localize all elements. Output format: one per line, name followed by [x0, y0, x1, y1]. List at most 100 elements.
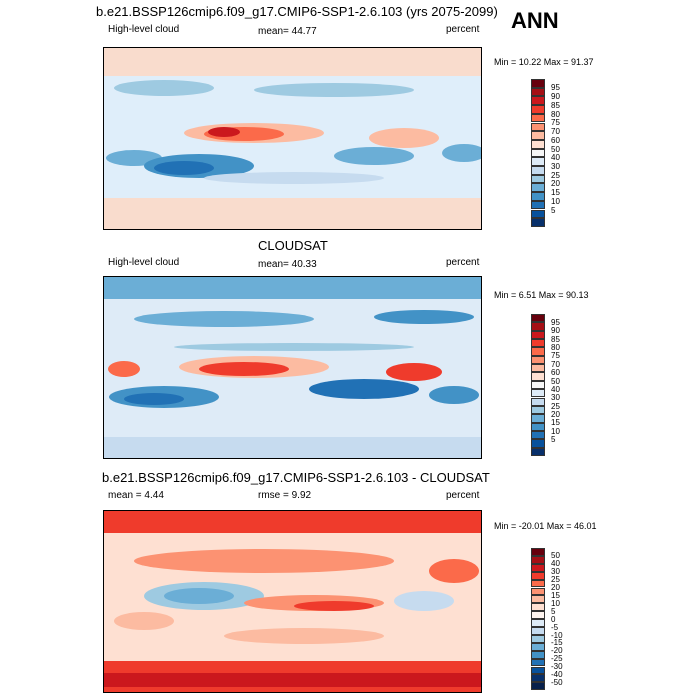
panel2-colorbar-cell: [531, 314, 545, 323]
panel2-colorbar-tick: 20: [551, 410, 560, 419]
panel3-colorbar-cell: [531, 571, 545, 580]
panel1-map-field: [104, 48, 481, 229]
panel1-colorbar-cell: [531, 200, 545, 210]
panel1-colorbar-cell: [531, 113, 545, 123]
panel1-colorbar-cell: [531, 148, 545, 158]
panel1-colorbar-tick: 25: [551, 171, 560, 180]
panel3-mean-label: mean = 4.44: [108, 490, 164, 501]
panel2-colorbar-tick: 30: [551, 393, 560, 402]
panel1-colorbar-cell: [531, 96, 545, 106]
panel1-colorbar-cell: [531, 209, 545, 219]
panel3-colorbar-tick: -50: [551, 678, 563, 687]
panel2-colorbar-cell: [531, 447, 545, 456]
panel3-colorbar-cell: [531, 627, 545, 635]
panel3-colorbar-cell: [531, 555, 545, 564]
panel3-colorbar-tick: -20: [551, 646, 563, 655]
panel3-colorbar-tick: 40: [551, 559, 560, 568]
panel2-colorbar-cell: [531, 405, 545, 415]
panel3-colorbar-cell: [531, 587, 545, 596]
panel3-colorbar-tick: -25: [551, 654, 563, 663]
panel3-colorbar-cell: [531, 634, 545, 643]
panel3-colorbar-cell: [531, 603, 545, 612]
panel2-colorbar-cell: [531, 389, 545, 398]
panel1-colorbar-cell: [531, 131, 545, 140]
panel3-colorbar-cell: [531, 682, 545, 690]
panel1-units-label: percent: [446, 24, 480, 35]
panel3-map: [103, 510, 482, 693]
panel3-colorbar-tick: 25: [551, 575, 560, 584]
panel3-colorbar-tick: -5: [551, 623, 559, 632]
panel3-colorbar-tick: 50: [551, 551, 560, 560]
season-label: ANN: [511, 8, 559, 33]
panel2-colorbar-tick: 50: [551, 377, 560, 386]
panel1-colorbar: 95 90 85 80 75 70 60 50 40 30 25 20 15 1…: [531, 79, 571, 227]
panel3-map-field: [104, 511, 481, 692]
panel3-units-label: percent: [446, 490, 480, 501]
panel3-colorbar-cell: [531, 611, 545, 620]
panel2-map: [103, 276, 482, 459]
panel2-colorbar-tick: 95: [551, 318, 560, 327]
panel2-left-label: High-level cloud: [108, 257, 180, 268]
panel1-colorbar-cell: [531, 157, 545, 166]
panel2-title: CLOUDSAT: [258, 238, 328, 253]
panel2-colorbar-cell: [531, 347, 545, 356]
panel3-colorbar-cell: [531, 650, 545, 659]
panel2-colorbar-cell: [531, 422, 545, 431]
panel3-colorbar-tick: 0: [551, 615, 556, 624]
panel2-colorbar-tick: 60: [551, 368, 560, 377]
panel3-colorbar-cell: [531, 563, 545, 572]
panel1-colorbar-tick: 60: [551, 136, 560, 145]
panel1-colorbar-cell: [531, 218, 545, 227]
panel1-colorbar-cell: [531, 87, 545, 97]
panel2-colorbar-tick: 5: [551, 435, 556, 444]
panel1-colorbar-tick: 75: [551, 118, 560, 127]
panel3-colorbar-tick: 10: [551, 599, 560, 608]
panel2-mean-label: mean= 40.33: [258, 259, 317, 270]
panel1-colorbar-cell: [531, 122, 545, 132]
panel1-colorbar-cell: [531, 105, 545, 114]
panel2-units-label: percent: [446, 257, 480, 268]
panel1-colorbar-tick: 10: [551, 197, 560, 206]
panel1-range-text: Min = 10.22 Max = 91.37: [494, 57, 594, 67]
panel2-colorbar-cell: [531, 439, 545, 448]
panel2-colorbar-cell: [531, 339, 545, 348]
panel2-colorbar-cell: [531, 330, 545, 340]
panel3-colorbar-tick: -40: [551, 670, 563, 679]
panel1-colorbar-tick: 5: [551, 206, 556, 215]
panel2-colorbar-cell: [531, 372, 545, 381]
panel1-left-label: High-level cloud: [108, 24, 180, 35]
panel3-colorbar-cell: [531, 619, 545, 627]
panel3-colorbar-cell: [531, 666, 545, 675]
panel1-map: [103, 47, 482, 230]
panel2-colorbar-tick: 40: [551, 385, 560, 394]
panel1-colorbar-tick: 20: [551, 179, 560, 188]
panel1-colorbar-cell: [531, 139, 545, 149]
panel3-colorbar-tick: -10: [551, 631, 563, 640]
panel3-colorbar-cell: [531, 658, 545, 667]
panel1-colorbar-cell: [531, 192, 545, 201]
panel2-colorbar-cell: [531, 322, 545, 331]
panel3-colorbar-tick: -30: [551, 662, 563, 671]
panel3-colorbar-cell: [531, 595, 545, 604]
panel3-colorbar-cell: [531, 642, 545, 651]
panel2-colorbar-tick: 15: [551, 418, 560, 427]
panel2-colorbar-cell: [531, 414, 545, 423]
panel2-colorbar-tick: 85: [551, 335, 560, 344]
panel3-range-text: Min = -20.01 Max = 46.01: [494, 521, 597, 531]
panel2-colorbar-tick: 25: [551, 402, 560, 411]
panel2-colorbar-tick: 90: [551, 326, 560, 335]
panel1-colorbar-cell: [531, 174, 545, 184]
panel1-colorbar-tick: 15: [551, 188, 560, 197]
panel3-colorbar-cell: [531, 548, 545, 556]
panel1-colorbar-tick: 85: [551, 101, 560, 110]
panel1-colorbar-tick: 90: [551, 92, 560, 101]
panel1-colorbar-tick: 70: [551, 127, 560, 136]
panel2-colorbar-tick: 80: [551, 343, 560, 352]
panel3-colorbar: 50 40 30 25 20 15 10 5 0 -5 -10 -15 -20 …: [531, 548, 571, 690]
panel1-colorbar-tick: 95: [551, 83, 560, 92]
panel3-colorbar-cell: [531, 674, 545, 683]
panel3-title: b.e21.BSSP126cmip6.f09_g17.CMIP6-SSP1-2.…: [102, 470, 490, 485]
panel2-colorbar-cell: [531, 397, 545, 406]
panel3-rmse-label: rmse = 9.92: [258, 490, 312, 501]
panel3-colorbar-tick: 15: [551, 591, 560, 600]
